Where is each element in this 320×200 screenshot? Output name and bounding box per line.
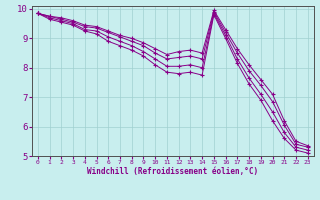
X-axis label: Windchill (Refroidissement éolien,°C): Windchill (Refroidissement éolien,°C) — [87, 167, 258, 176]
